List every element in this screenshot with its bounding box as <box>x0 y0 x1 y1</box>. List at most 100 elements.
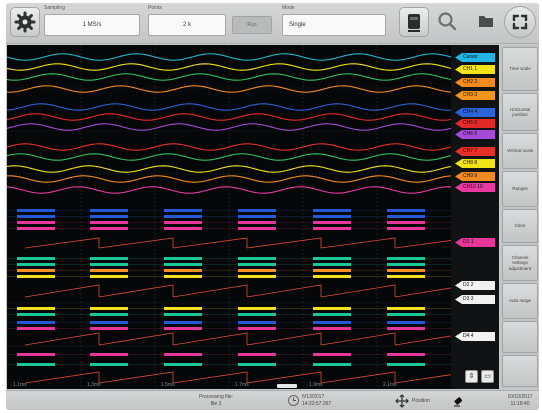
channel-tag-6[interactable]: CH6 6 <box>455 130 495 139</box>
digital-group-2-pulse-2-3 <box>238 269 276 272</box>
digital-group-2-pulse-2-4 <box>313 269 351 272</box>
channel-settings-button[interactable]: Channel settings adjustment <box>502 245 538 281</box>
ranges-button[interactable]: Ranges <box>502 171 538 207</box>
digital-group-1-pulse-1-3 <box>238 215 276 218</box>
digital-group-1-pulse-0-0 <box>17 209 55 212</box>
channel-tag-8[interactable]: CH8 8 <box>455 159 495 168</box>
position-label: Position <box>412 398 430 404</box>
position-move-icon[interactable] <box>395 394 409 408</box>
digital-group-2-pulse-0-3 <box>238 257 276 260</box>
search-button[interactable] <box>433 7 463 37</box>
folder-icon <box>479 16 493 27</box>
digital-group-2-pulse-2-0 <box>17 269 55 272</box>
time-scale-button[interactable]: Time scale <box>502 47 538 91</box>
sidebar-empty-button-2[interactable] <box>502 355 538 387</box>
digital-group-tag-2[interactable]: D2 2 <box>455 281 495 290</box>
auto-range-button[interactable]: Auto range <box>502 283 538 319</box>
digital-group-4-pulse-1-5 <box>387 363 425 366</box>
digital-group-3-pulse-0-2 <box>164 307 202 310</box>
digital-group-tag-4[interactable]: D4 4 <box>455 332 495 341</box>
channel-tag-2[interactable]: CH2 2 <box>455 78 495 87</box>
folder-button[interactable] <box>472 7 502 37</box>
digital-group-1-pulse-3-4 <box>313 227 351 230</box>
digital-group-1-pulse-1-4 <box>313 215 351 218</box>
ramp-trace-4 <box>24 371 451 384</box>
status-right-line1: 10/10/2017 <box>507 394 533 400</box>
record-button[interactable] <box>399 7 429 37</box>
eraser-icon[interactable] <box>452 394 466 408</box>
ramp-trace-2 <box>24 284 451 298</box>
digital-group-3-pulse-3-0 <box>17 327 55 330</box>
digital-group-2-pulse-3-5 <box>387 275 425 278</box>
waveform-plot[interactable]: 1.1ms 1.3ms 1.5ms 1.7ms 1.9ms 2.1ms <box>7 45 451 389</box>
digital-group-1-pulse-0-3 <box>238 209 276 212</box>
sidebar-empty-button-1[interactable] <box>502 321 538 353</box>
fullscreen-button[interactable] <box>504 6 536 38</box>
digital-group-2-pulse-1-3 <box>238 263 276 266</box>
clear-button[interactable]: Clear <box>502 209 538 243</box>
horizontal-position-button[interactable]: Horizontal position <box>502 93 538 131</box>
digital-group-4-pulse-0-3 <box>238 353 276 356</box>
digital-group-tag-3[interactable]: D3 3 <box>455 295 495 304</box>
digital-group-1-pulse-3-3 <box>238 227 276 230</box>
digital-group-1-pulse-2-5 <box>387 221 425 224</box>
digital-group-3-pulse-1-3 <box>238 313 276 316</box>
digital-group-2-pulse-0-1 <box>90 257 128 260</box>
channel-tag-10[interactable]: CH10 10 <box>455 183 495 192</box>
digital-group-3-pulse-2-3 <box>238 321 276 324</box>
digital-group-3-pulse-2-4 <box>313 321 351 324</box>
analog-trace-3 <box>7 73 451 81</box>
zoom-reset-button[interactable]: ▭ <box>481 370 494 383</box>
digital-group-3-pulse-1-0 <box>17 313 55 316</box>
analog-trace-12 <box>7 186 451 194</box>
ramp-trace-3 <box>24 332 451 346</box>
channel-tag-4[interactable]: CH4 4 <box>455 108 495 117</box>
vertical-scale-button[interactable]: Vertical scale <box>502 133 538 169</box>
toolbar: Sampling 1 MS/s Points 2 k Run Mode Sing… <box>6 3 539 44</box>
digital-group-2-pulse-2-2 <box>164 269 202 272</box>
run-button[interactable]: Run <box>232 16 272 34</box>
record-icon <box>408 14 420 32</box>
digital-group-3-pulse-1-4 <box>313 313 351 316</box>
analog-trace-4 <box>7 85 451 93</box>
horizontal-scroll-thumb[interactable] <box>277 384 297 388</box>
clock-icon <box>288 395 299 406</box>
points-field[interactable]: 2 k <box>148 14 226 36</box>
digital-group-1-pulse-3-0 <box>17 227 55 230</box>
search-icon <box>438 12 457 31</box>
time-axis-label: 1.9ms <box>309 382 323 388</box>
digital-group-1-pulse-0-5 <box>387 209 425 212</box>
digital-group-4-pulse-0-2 <box>164 353 202 356</box>
digital-group-2-pulse-1-1 <box>90 263 128 266</box>
zoom-fit-button[interactable]: ⇕ <box>465 370 478 383</box>
channel-tag-7[interactable]: CH7 7 <box>455 147 495 156</box>
digital-group-2-pulse-1-4 <box>313 263 351 266</box>
cursor-tag[interactable]: Cursor <box>455 53 495 62</box>
digital-group-3-pulse-3-3 <box>238 327 276 330</box>
channel-tag-strip: Cursor CH1 1 CH2 2 CH3 3 CH4 4 CH5 5 CH6 6 CH7… <box>451 45 499 389</box>
settings-button[interactable] <box>10 7 40 37</box>
sampling-field[interactable]: 1 MS/s <box>44 14 140 36</box>
digital-group-3-pulse-3-2 <box>164 327 202 330</box>
digital-group-1-pulse-0-2 <box>164 209 202 212</box>
channel-tag-1[interactable]: CH1 1 <box>455 65 495 74</box>
digital-group-4-pulse-0-1 <box>90 353 128 356</box>
digital-group-tag-1[interactable]: D1 1 <box>455 238 495 247</box>
digital-group-1-pulse-1-2 <box>164 215 202 218</box>
channel-tag-9[interactable]: CH9 9 <box>455 172 495 181</box>
digital-group-2-pulse-3-4 <box>313 275 351 278</box>
time-axis-label: 2.1ms <box>383 382 397 388</box>
digital-group-3-pulse-3-4 <box>313 327 351 330</box>
digital-group-1-pulse-1-1 <box>90 215 128 218</box>
digital-group-3-pulse-2-5 <box>387 321 425 324</box>
mode-label: Mode <box>282 5 295 11</box>
digital-group-4-pulse-1-0 <box>17 363 55 366</box>
mode-select[interactable]: Single <box>282 14 386 36</box>
digital-group-1-pulse-2-1 <box>90 221 128 224</box>
digital-group-1-pulse-1-0 <box>17 215 55 218</box>
channel-tag-5[interactable]: CH5 5 <box>455 119 495 128</box>
analog-trace-9 <box>7 153 451 161</box>
channel-tag-3[interactable]: CH3 3 <box>455 91 495 100</box>
digital-group-2-pulse-3-3 <box>238 275 276 278</box>
digital-group-3-pulse-1-1 <box>90 313 128 316</box>
